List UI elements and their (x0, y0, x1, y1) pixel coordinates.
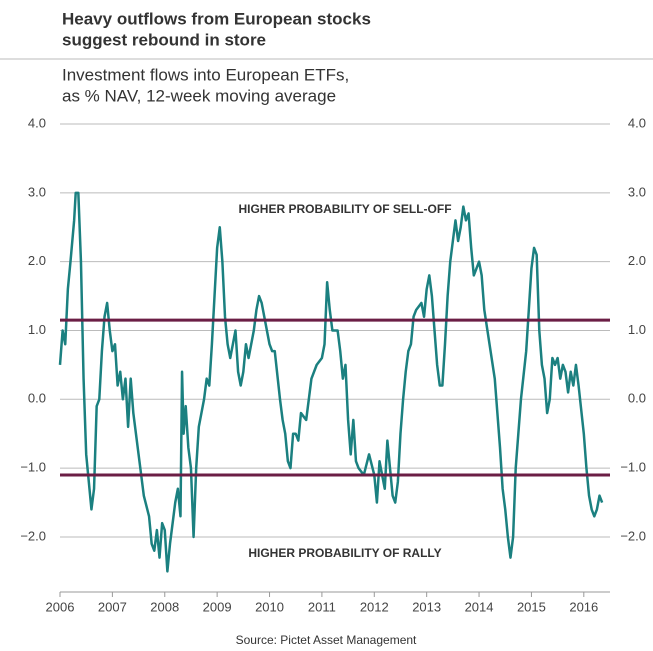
y-tick-label: −2.0 (20, 528, 46, 543)
x-tick-label: 2010 (255, 599, 284, 614)
x-tick-label: 2008 (150, 599, 179, 614)
y-tick-label: 1.0 (28, 322, 46, 337)
chart-title: suggest rebound in store (62, 30, 266, 49)
y2-tick-label: 4.0 (628, 115, 646, 130)
x-tick-label: 2007 (98, 599, 127, 614)
x-tick-label: 2009 (203, 599, 232, 614)
y2-tick-label: 0.0 (628, 391, 646, 406)
y-tick-label: −1.0 (20, 460, 46, 475)
subtitle: as % NAV, 12-week moving average (62, 86, 336, 105)
source: Source: Pictet Asset Management (236, 633, 417, 647)
y2-tick-label: 1.0 (628, 322, 646, 337)
chart-title: Heavy outflows from European stocks (62, 9, 371, 28)
series-line (58, 191, 604, 573)
x-tick-label: 2011 (308, 599, 336, 614)
x-tick-label: 2012 (360, 599, 389, 614)
x-tick-label: 2014 (465, 599, 494, 614)
y-tick-label: 2.0 (28, 253, 46, 268)
y-tick-label: 3.0 (28, 184, 46, 199)
y2-tick-label: 3.0 (628, 184, 646, 199)
x-tick-label: 2013 (412, 599, 441, 614)
subtitle: Investment flows into European ETFs, (62, 65, 349, 84)
annotation: HIGHER PROBABILITY OF RALLY (248, 546, 441, 560)
y2-tick-label: −2.0 (620, 528, 646, 543)
y-tick-label: 4.0 (28, 115, 46, 130)
x-tick-label: 2006 (46, 599, 75, 614)
x-tick-label: 2016 (569, 599, 598, 614)
y2-tick-label: −1.0 (620, 460, 646, 475)
x-tick-label: 2015 (517, 599, 546, 614)
annotation: HIGHER PROBABILITY OF SELL-OFF (238, 202, 451, 216)
y2-tick-label: 2.0 (628, 253, 646, 268)
y-tick-label: 0.0 (28, 391, 46, 406)
